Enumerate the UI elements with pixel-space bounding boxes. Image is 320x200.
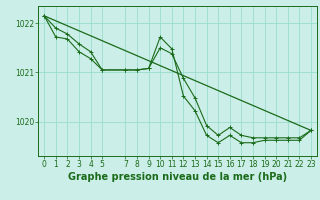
X-axis label: Graphe pression niveau de la mer (hPa): Graphe pression niveau de la mer (hPa) <box>68 172 287 182</box>
